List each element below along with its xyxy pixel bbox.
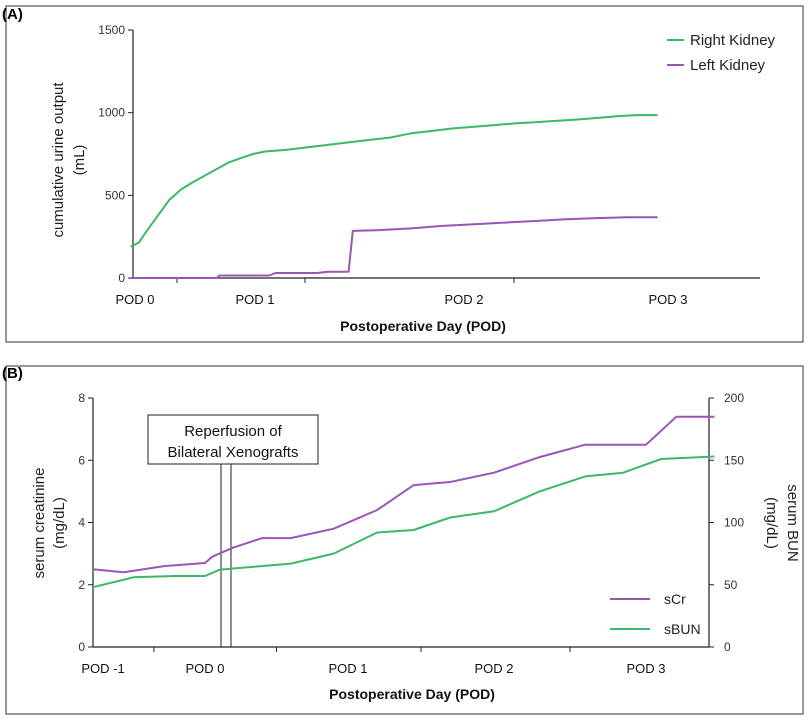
panel-b-xtick-pod-1: POD -1 [81, 661, 124, 676]
panel-b-left-tick-8: 8 [78, 391, 85, 405]
panel-b-legend: sCr sBUN [610, 591, 701, 637]
panel-b-x-ticks: POD -1 POD 0 POD 1 POD 2 POD 3 [81, 647, 666, 676]
panel-b-xtick-pod-3: POD 3 [626, 661, 665, 676]
panel-b-right-tick-0: 0 [724, 640, 731, 654]
panel-b-left-title-1: serum creatinine [31, 468, 48, 579]
panel-b-right-tick-100: 100 [724, 516, 744, 530]
panel-a-xtick-pod-2: POD 2 [444, 292, 483, 307]
panel-a-frame [5, 5, 804, 343]
panel-a-y-ticks: 0 500 1000 1500 [98, 23, 133, 285]
panel-b-xtick-pod-1: POD 1 [328, 661, 367, 676]
annotation-line-1: Reperfusion of [184, 423, 282, 440]
panel-a-xtick-pod-1: POD 1 [235, 292, 274, 307]
panel-b-xtick-pod-0: POD 0 [185, 661, 224, 676]
panel-b-left-ticks: 0 2 4 6 8 [78, 391, 93, 654]
panel-b-right-title-1: serum BUN [784, 484, 801, 562]
series-left-kidney [130, 216, 658, 279]
panel-a-ytick-0: 0 [118, 271, 125, 285]
panel-a-x-ticks: POD 0 POD 1 POD 2 POD 3 [115, 278, 688, 307]
panel-b-left-tick-0: 0 [78, 640, 85, 654]
panel-a-ytick-500: 500 [105, 188, 125, 202]
legend-scr: sCr [664, 591, 686, 607]
panel-b-frame [5, 365, 804, 715]
panel-b-x-title: Postoperative Day (POD) [329, 686, 495, 702]
panel-a-series [130, 114, 658, 279]
series-sbun [92, 455, 715, 589]
panel-b-left-tick-2: 2 [78, 578, 85, 592]
panel-a-legend: Right Kidney Left Kidney [667, 32, 776, 74]
annotation-box [147, 414, 319, 465]
panel-b-right-title-2: (mg/dL) [763, 497, 780, 549]
panel-a-ytick-1500: 1500 [98, 23, 125, 37]
panel-a-ytick-1000: 1000 [98, 106, 125, 120]
panel-a-xtick-pod-3: POD 3 [648, 292, 687, 307]
legend-sbun: sBUN [664, 621, 701, 637]
panel-b-xtick-pod-2: POD 2 [474, 661, 513, 676]
panel-a-y-title-2: (mL) [71, 145, 88, 176]
panel-a-x-title: Postoperative Day (POD) [340, 318, 506, 334]
series-scr [92, 415, 715, 574]
panel-a-xtick-pod-0: POD 0 [115, 292, 154, 307]
panel-a-label: (A) [2, 6, 23, 23]
panel-b-right-tick-150: 150 [724, 453, 744, 467]
panel-a-y-title-1: cumulative urine output [50, 82, 67, 238]
panel-b-series [92, 415, 715, 589]
legend-left-kidney: Left Kidney [690, 57, 766, 74]
series-right-kidney [130, 114, 658, 248]
panel-b-left-title-2: (mg/dL) [51, 497, 68, 549]
legend-right-kidney: Right Kidney [690, 32, 776, 49]
panel-b-right-tick-200: 200 [724, 391, 744, 405]
panel-a-axes [132, 30, 760, 279]
panel-b-right-tick-50: 50 [724, 578, 738, 592]
panel-b-label: (B) [2, 365, 23, 382]
panel-b-left-tick-6: 6 [78, 453, 85, 467]
panel-b-right-ticks: 0 50 100 150 200 [709, 391, 744, 654]
panel-b-left-tick-4: 4 [78, 516, 85, 530]
annotation-line-2: Bilateral Xenografts [168, 444, 299, 461]
reperfusion-annotation: Reperfusion of Bilateral Xenografts [147, 414, 319, 647]
